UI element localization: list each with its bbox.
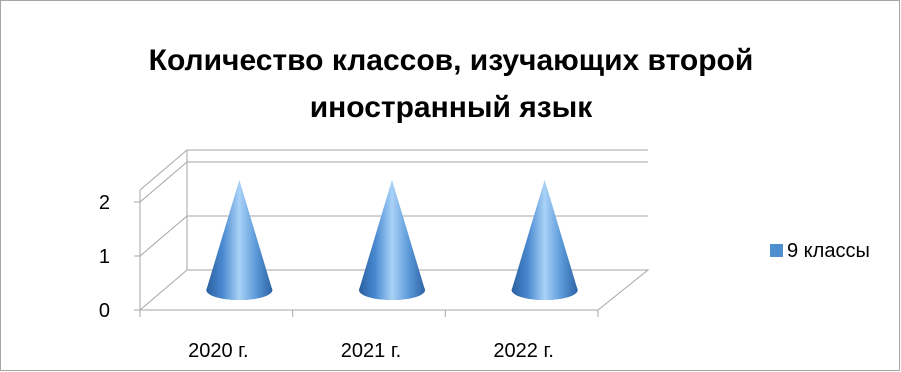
cone-bar xyxy=(359,180,425,300)
legend: 9 классы xyxy=(770,240,870,262)
bars-layer xyxy=(206,180,578,300)
cone-bar xyxy=(511,180,578,300)
chart-title-line-1: Количество классов, изучающих второй xyxy=(148,44,754,77)
axis-layer: 0 1 2 2020 г. 2021 г. 2022 г. xyxy=(99,190,599,362)
chart-title-line-2: иностранный язык xyxy=(309,91,593,124)
x-tick-label: 2022 г. xyxy=(493,340,553,362)
x-tick-label: 2020 г. xyxy=(188,340,248,362)
cone-bar xyxy=(206,180,273,300)
x-tick-label: 2021 г. xyxy=(341,340,401,362)
gridline-wall xyxy=(139,161,188,203)
cone-body xyxy=(359,180,425,300)
cone-body xyxy=(511,180,578,300)
cone-body xyxy=(206,180,273,300)
wall-top-edge xyxy=(139,149,188,191)
chart-title: Количество классов, изучающих второй ино… xyxy=(1,37,901,131)
legend-label: 9 классы xyxy=(787,240,870,262)
y-tick-label: 0 xyxy=(99,300,110,322)
gridline-wall xyxy=(139,215,188,257)
y-tick-label: 1 xyxy=(99,246,110,268)
legend-swatch xyxy=(770,244,783,257)
y-tick-label: 2 xyxy=(99,192,110,214)
